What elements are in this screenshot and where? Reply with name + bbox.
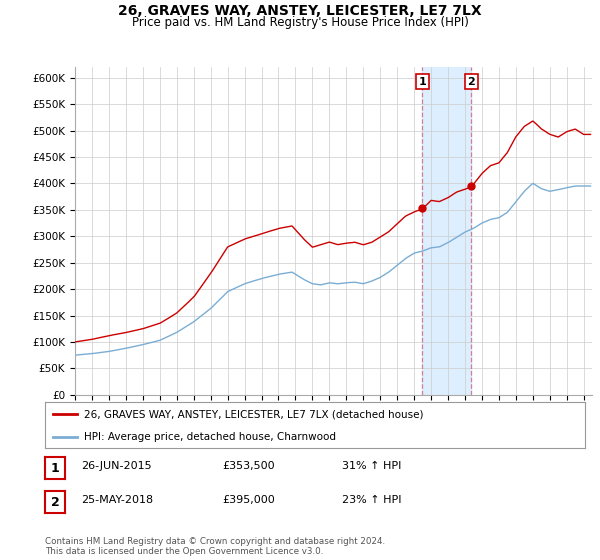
Text: Contains HM Land Registry data © Crown copyright and database right 2024.
This d: Contains HM Land Registry data © Crown c… xyxy=(45,536,385,556)
Text: 31% ↑ HPI: 31% ↑ HPI xyxy=(342,461,401,472)
Text: 26, GRAVES WAY, ANSTEY, LEICESTER, LE7 7LX (detached house): 26, GRAVES WAY, ANSTEY, LEICESTER, LE7 7… xyxy=(85,409,424,419)
Text: 2: 2 xyxy=(467,77,475,87)
Text: £395,000: £395,000 xyxy=(222,495,275,505)
Text: 23% ↑ HPI: 23% ↑ HPI xyxy=(342,495,401,505)
Text: £353,500: £353,500 xyxy=(222,461,275,472)
Bar xyxy=(422,67,472,395)
Text: 26-JUN-2015: 26-JUN-2015 xyxy=(81,461,152,472)
Text: 2: 2 xyxy=(50,496,59,508)
Text: HPI: Average price, detached house, Charnwood: HPI: Average price, detached house, Char… xyxy=(85,432,337,441)
Text: 26, GRAVES WAY, ANSTEY, LEICESTER, LE7 7LX: 26, GRAVES WAY, ANSTEY, LEICESTER, LE7 7… xyxy=(118,4,482,18)
Text: Price paid vs. HM Land Registry's House Price Index (HPI): Price paid vs. HM Land Registry's House … xyxy=(131,16,469,29)
Text: 1: 1 xyxy=(418,77,426,87)
Text: 1: 1 xyxy=(50,462,59,475)
Text: 25-MAY-2018: 25-MAY-2018 xyxy=(81,495,153,505)
